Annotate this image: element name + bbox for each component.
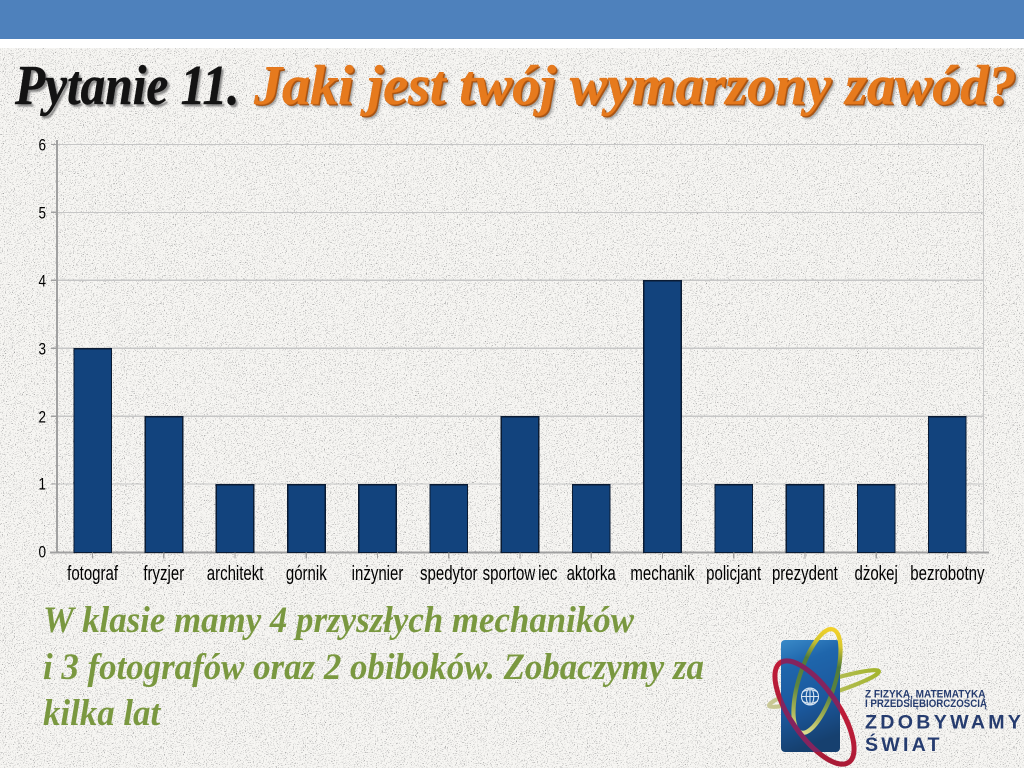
svg-text:Z FIZYKĄ, MATEMATYKĄ: Z FIZYKĄ, MATEMATYKĄ (865, 688, 986, 700)
svg-text:ŚWIAT: ŚWIAT (865, 732, 940, 756)
svg-text:I PRZEDSIĘBIORCZOŚCIĄ: I PRZEDSIĘBIORCZOŚCIĄ (865, 697, 987, 710)
svg-text:ZDOBYWAMY: ZDOBYWAMY (865, 712, 1021, 734)
